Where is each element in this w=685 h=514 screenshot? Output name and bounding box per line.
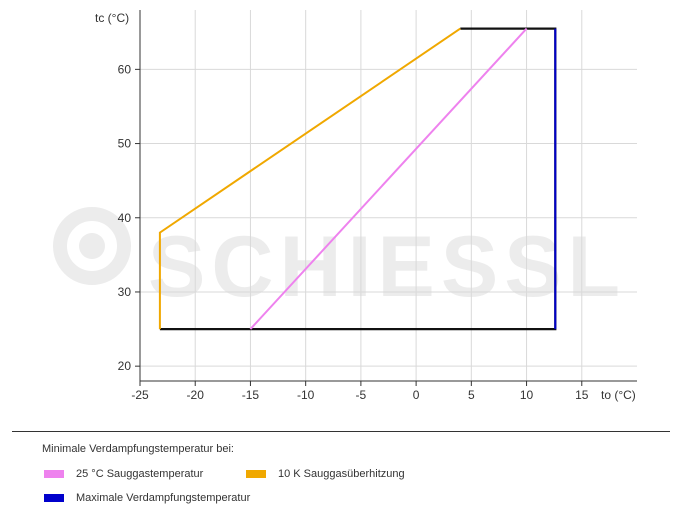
legend-swatch-sauggastemperatur xyxy=(44,470,64,478)
x-axis-title: to (°C) xyxy=(601,388,636,402)
chart: SCHIESSL -25 -20 -15 -10 -5 0 5 10 15 20 30 40 50 60 t… xyxy=(53,10,637,402)
legend-label-sauggasueberhitzung: 10 K Sauggasüberhitzung xyxy=(278,468,405,480)
y-tick-label: 20 xyxy=(118,359,132,373)
x-tick-label: 15 xyxy=(575,388,589,402)
y-axis-title: tc (°C) xyxy=(95,11,129,25)
x-tick-label: -25 xyxy=(131,388,149,402)
legend-divider xyxy=(12,431,670,432)
series-line-sauggastemperatur xyxy=(249,27,528,330)
series-line-sauggasueberhitzung xyxy=(158,27,461,330)
y-tick-label: 30 xyxy=(118,285,132,299)
x-tick-label: 0 xyxy=(413,388,420,402)
x-tick-label: 5 xyxy=(468,388,475,402)
legend-item-max-verdampfung: Maximale Verdampfungstemperatur xyxy=(44,492,250,504)
x-tick-label: 10 xyxy=(520,388,534,402)
x-tick-label: -5 xyxy=(356,388,367,402)
y-tick-label: 50 xyxy=(118,137,132,151)
y-tick-label: 60 xyxy=(118,62,132,76)
watermark: SCHIESSL xyxy=(53,207,626,315)
x-tick-label: -15 xyxy=(242,388,260,402)
x-tick-label: -20 xyxy=(187,388,205,402)
watermark-text: SCHIESSL xyxy=(148,219,626,315)
legend-title: Minimale Verdampfungstemperatur bei: xyxy=(42,443,234,455)
watermark-logo-icon xyxy=(53,207,131,285)
legend-item-sauggasueberhitzung: 10 K Sauggasüberhitzung xyxy=(246,468,405,480)
legend-swatch-max-verdampfung xyxy=(44,494,64,502)
y-tick-label: 40 xyxy=(118,211,132,225)
legend-item-sauggastemperatur: 25 °C Sauggastemperatur xyxy=(44,468,203,480)
x-tick-label: -10 xyxy=(297,388,315,402)
legend-swatch-sauggasueberhitzung xyxy=(246,470,266,478)
legend-label-sauggastemperatur: 25 °C Sauggastemperatur xyxy=(76,468,204,480)
legend-label-max-verdampfung: Maximale Verdampfungstemperatur xyxy=(76,492,251,504)
